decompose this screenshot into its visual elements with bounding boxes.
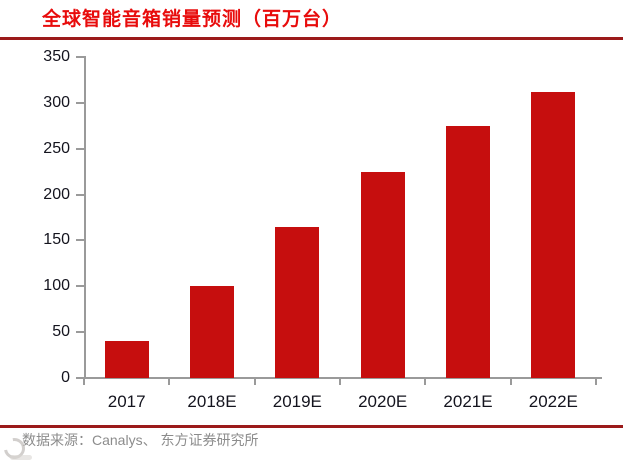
y-tick-label: 350 [43, 48, 70, 65]
bar [190, 286, 234, 378]
footer: 数据来源：Canalys、 东方证券研究所 [0, 430, 623, 450]
bar [531, 91, 576, 378]
y-tick-label: 150 [43, 231, 70, 249]
y-tick-label: 200 [43, 185, 70, 203]
y-axis-line [84, 56, 86, 378]
x-category-label: 2019E [272, 392, 322, 411]
x-tick-mark [339, 379, 341, 385]
x-tick-mark [168, 379, 171, 385]
x-category-label: 2020E [358, 392, 408, 411]
bar [275, 226, 320, 378]
y-tick-label: 300 [43, 93, 70, 111]
y-tick-label: 50 [52, 323, 70, 341]
x-category-label: 2018E [187, 392, 237, 411]
y-tick-label: 100 [43, 277, 70, 295]
bar [446, 125, 490, 378]
x-category-label: 2022E [528, 392, 578, 411]
y-tick-mark [76, 193, 84, 196]
y-tick-mark [76, 101, 84, 104]
data-source-text: 数据来源：Canalys、 东方证券研究所 [22, 432, 259, 448]
y-tick-mark [76, 285, 84, 288]
watermark-smudge-icon [10, 455, 32, 460]
y-tick-label: 250 [43, 139, 70, 157]
chart-title: 全球智能音箱销量预测（百万台） [42, 9, 343, 30]
bar [360, 171, 405, 378]
bar-chart: 0 50 100 150 200 250 300 350 2017 2018E 2019E 2020E… [0, 40, 623, 425]
x-category-label: 2021E [443, 392, 493, 411]
y-tick-mark [76, 239, 84, 242]
footer-divider [0, 425, 623, 428]
y-tick-mark [76, 56, 84, 58]
x-axis-line [76, 377, 602, 379]
x-tick-mark [83, 379, 85, 385]
y-tick-mark [76, 147, 84, 150]
x-tick-mark [253, 379, 256, 385]
y-tick-label: 0 [61, 369, 70, 386]
x-tick-mark [509, 379, 512, 385]
x-tick-mark [424, 379, 427, 385]
y-tick-mark [76, 377, 84, 379]
x-tick-mark [595, 379, 597, 385]
y-tick-mark [76, 331, 84, 334]
title-divider [0, 37, 623, 40]
bar [104, 341, 149, 378]
x-category-label: 2017 [107, 392, 146, 411]
